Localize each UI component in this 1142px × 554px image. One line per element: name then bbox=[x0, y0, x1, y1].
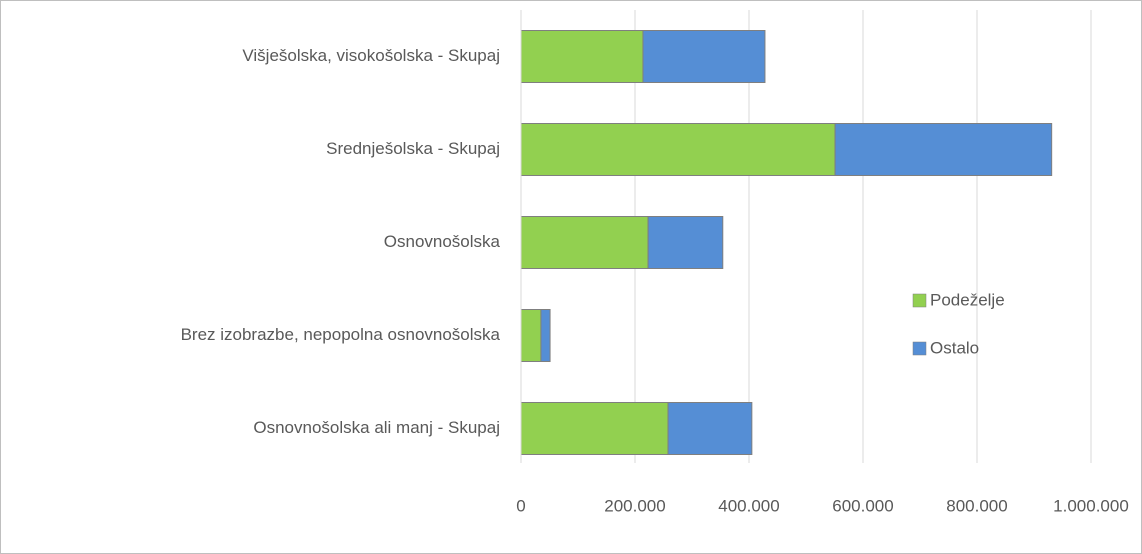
legend-label: Podeželje bbox=[930, 290, 1005, 309]
bar-segment bbox=[667, 402, 753, 455]
x-tick-label: 200.000 bbox=[604, 496, 665, 515]
bar-segment bbox=[834, 123, 1053, 176]
y-tick-label: Osnovnošolska bbox=[384, 232, 501, 251]
y-tick-label: Višješolska, visokošolska - Skupaj bbox=[242, 46, 500, 65]
bar-segment bbox=[540, 309, 551, 362]
y-tick-label: Srednješolska - Skupaj bbox=[326, 139, 500, 158]
bar-segment bbox=[520, 216, 649, 269]
y-tick-label: Brez izobrazbe, nepopolna osnovnošolska bbox=[181, 325, 501, 344]
bar-segment bbox=[520, 30, 644, 83]
legend-label: Ostalo bbox=[930, 338, 979, 357]
y-tick-label: Osnovnošolska ali manj - Skupaj bbox=[253, 418, 500, 437]
bar-segment bbox=[520, 309, 542, 362]
x-tick-label: 800.000 bbox=[946, 496, 1007, 515]
legend-swatch bbox=[912, 341, 927, 356]
bar-segment bbox=[642, 30, 766, 83]
bar-segment bbox=[647, 216, 724, 269]
x-tick-label: 600.000 bbox=[832, 496, 893, 515]
bar-segment bbox=[520, 402, 669, 455]
bar-segment bbox=[520, 123, 836, 176]
x-tick-label: 0 bbox=[516, 496, 525, 515]
x-tick-label: 1.000.000 bbox=[1053, 496, 1129, 515]
legend-swatch bbox=[912, 293, 927, 308]
x-tick-label: 400.000 bbox=[718, 496, 779, 515]
